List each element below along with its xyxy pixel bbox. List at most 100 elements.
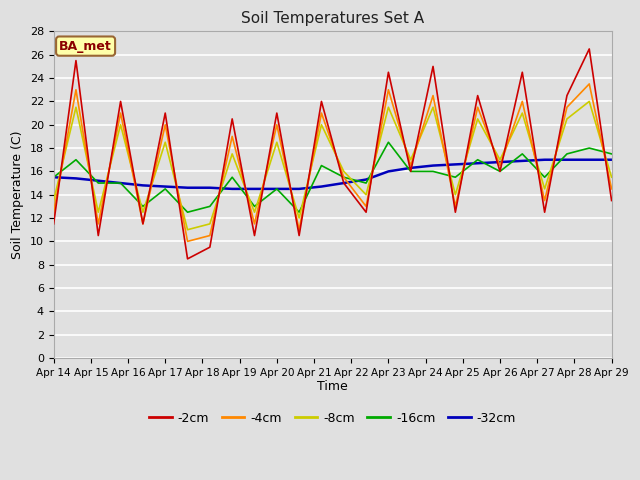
-8cm: [451, 192, 459, 198]
-2cm: [429, 63, 437, 69]
-32cm: [518, 158, 526, 164]
-4cm: [228, 133, 236, 139]
-16cm: [474, 157, 481, 163]
-32cm: [72, 176, 80, 181]
-2cm: [385, 70, 392, 75]
-16cm: [340, 174, 348, 180]
-2cm: [586, 46, 593, 52]
-8cm: [518, 110, 526, 116]
-4cm: [362, 204, 370, 209]
-8cm: [72, 104, 80, 110]
-4cm: [586, 81, 593, 87]
-8cm: [429, 104, 437, 110]
-8cm: [273, 139, 281, 145]
-8cm: [295, 215, 303, 221]
-4cm: [206, 233, 214, 239]
-16cm: [161, 186, 169, 192]
-4cm: [273, 122, 281, 128]
-4cm: [474, 104, 481, 110]
-16cm: [563, 151, 571, 157]
-4cm: [451, 204, 459, 209]
-4cm: [295, 227, 303, 233]
-4cm: [496, 163, 504, 168]
-16cm: [72, 157, 80, 163]
-4cm: [317, 110, 325, 116]
-32cm: [451, 161, 459, 167]
Line: -4cm: -4cm: [54, 84, 612, 241]
-8cm: [541, 186, 548, 192]
-8cm: [95, 209, 102, 215]
-4cm: [541, 198, 548, 204]
-16cm: [95, 180, 102, 186]
-4cm: [407, 163, 415, 168]
Y-axis label: Soil Temperature (C): Soil Temperature (C): [11, 131, 24, 259]
Line: -8cm: -8cm: [54, 101, 612, 230]
-8cm: [50, 198, 58, 204]
-4cm: [184, 239, 191, 244]
-32cm: [362, 177, 370, 182]
-2cm: [407, 168, 415, 174]
-16cm: [317, 163, 325, 168]
-8cm: [496, 157, 504, 163]
-16cm: [407, 168, 415, 174]
-16cm: [251, 204, 259, 209]
-8cm: [161, 139, 169, 145]
-2cm: [340, 180, 348, 186]
-16cm: [451, 174, 459, 180]
-2cm: [95, 233, 102, 239]
-8cm: [340, 168, 348, 174]
-16cm: [295, 209, 303, 215]
-16cm: [228, 174, 236, 180]
-2cm: [251, 233, 259, 239]
-4cm: [139, 221, 147, 227]
-8cm: [139, 209, 147, 215]
-16cm: [206, 204, 214, 209]
-2cm: [273, 110, 281, 116]
-2cm: [451, 209, 459, 215]
-2cm: [518, 70, 526, 75]
-2cm: [50, 221, 58, 227]
Legend: -2cm, -4cm, -8cm, -16cm, -32cm: -2cm, -4cm, -8cm, -16cm, -32cm: [144, 407, 521, 430]
-32cm: [407, 165, 415, 171]
-4cm: [429, 93, 437, 98]
-32cm: [563, 157, 571, 163]
X-axis label: Time: Time: [317, 381, 348, 394]
-4cm: [116, 110, 124, 116]
-32cm: [385, 168, 392, 174]
-16cm: [50, 174, 58, 180]
-32cm: [116, 180, 124, 186]
Title: Soil Temperatures Set A: Soil Temperatures Set A: [241, 11, 424, 26]
-16cm: [184, 209, 191, 215]
-16cm: [116, 180, 124, 186]
-2cm: [362, 209, 370, 215]
-8cm: [251, 209, 259, 215]
-2cm: [541, 209, 548, 215]
-2cm: [72, 58, 80, 63]
-32cm: [139, 182, 147, 188]
-16cm: [139, 204, 147, 209]
-32cm: [161, 184, 169, 190]
-2cm: [496, 168, 504, 174]
-8cm: [116, 122, 124, 128]
-2cm: [474, 93, 481, 98]
-32cm: [228, 186, 236, 192]
-4cm: [518, 98, 526, 104]
-32cm: [608, 157, 616, 163]
-32cm: [496, 159, 504, 165]
-16cm: [608, 151, 616, 157]
-4cm: [251, 221, 259, 227]
-16cm: [273, 186, 281, 192]
-8cm: [362, 192, 370, 198]
Text: BA_met: BA_met: [60, 40, 112, 53]
-4cm: [50, 209, 58, 215]
-8cm: [184, 227, 191, 233]
-16cm: [586, 145, 593, 151]
-16cm: [429, 168, 437, 174]
-16cm: [385, 139, 392, 145]
-2cm: [206, 244, 214, 250]
-4cm: [95, 221, 102, 227]
-32cm: [273, 186, 281, 192]
-16cm: [541, 174, 548, 180]
-16cm: [518, 151, 526, 157]
-2cm: [295, 233, 303, 239]
